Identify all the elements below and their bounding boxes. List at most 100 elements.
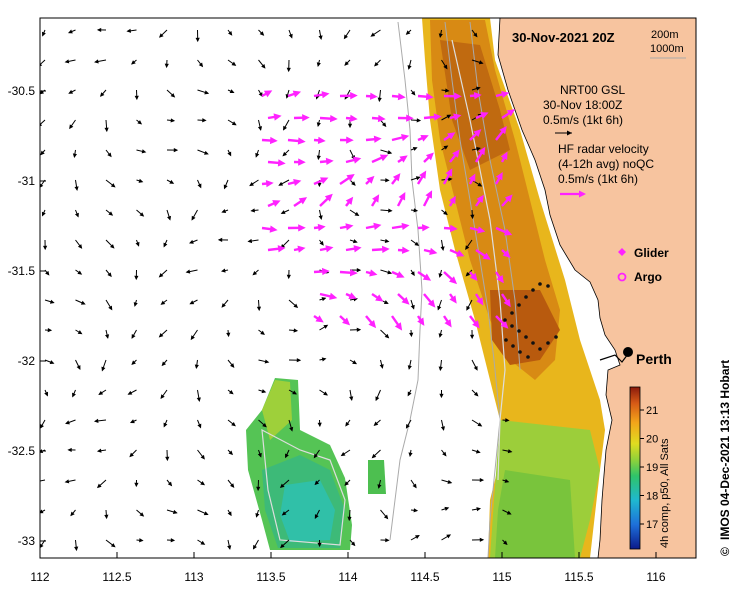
model-arrow-head bbox=[466, 305, 471, 311]
model-arrow-head bbox=[110, 183, 116, 188]
x-tick-label: 113.5 bbox=[256, 570, 285, 584]
model-arrow-head bbox=[349, 396, 354, 401]
model-arrow-head bbox=[373, 421, 379, 426]
colorbar-tick-label: 17 bbox=[646, 519, 658, 531]
model-arrow-head bbox=[321, 297, 327, 302]
model-arrow-head bbox=[344, 61, 349, 66]
model-arrow-head bbox=[228, 450, 234, 456]
radar-arrow-head bbox=[353, 156, 362, 164]
model-arrow-head bbox=[202, 118, 207, 123]
model-arrow-head bbox=[370, 32, 376, 37]
model-arrow-head bbox=[141, 149, 147, 154]
model-arrow-head bbox=[257, 452, 262, 458]
model-arrow-head bbox=[77, 330, 83, 335]
model-arrow-head bbox=[440, 246, 445, 252]
model-arrow-head bbox=[167, 215, 172, 221]
perth-marker bbox=[623, 347, 633, 357]
colorbar-ticks: 17 18 19 20 21 bbox=[640, 405, 658, 531]
model-arrow-head bbox=[473, 391, 479, 397]
model-arrow-head bbox=[416, 118, 422, 123]
radar-arrow-head bbox=[348, 292, 357, 300]
model-arrow-head bbox=[129, 452, 134, 458]
model-arrow-head bbox=[164, 63, 169, 69]
model-arrow-head bbox=[465, 271, 471, 277]
model-arrow-head bbox=[247, 238, 253, 244]
model-arrow-head bbox=[44, 391, 49, 397]
model-arrow-head bbox=[133, 302, 138, 307]
radar-arrow-head bbox=[449, 295, 457, 304]
radar-arrow-head bbox=[298, 224, 306, 232]
model-arrow-head bbox=[110, 543, 116, 548]
model-arrow-head bbox=[381, 122, 387, 128]
radar-arrow-head bbox=[478, 146, 486, 156]
radar-coverage-outline bbox=[261, 39, 506, 546]
model-arrow-head bbox=[475, 449, 481, 454]
radar-arrow-head bbox=[320, 177, 329, 185]
radar-arrow-head bbox=[379, 154, 389, 162]
model-arrow-head bbox=[504, 478, 510, 483]
radar-arrow-head bbox=[401, 222, 410, 231]
radar-arrow-head bbox=[349, 114, 358, 123]
model-arrow-head bbox=[134, 95, 139, 101]
model-arrow-head bbox=[411, 90, 416, 96]
model-arrow-head bbox=[313, 453, 318, 459]
model-arrow-head bbox=[158, 333, 164, 338]
model-arrow-head bbox=[252, 270, 258, 276]
model-arrow-head bbox=[465, 245, 470, 251]
y-tick-label: -32.5 bbox=[8, 444, 36, 458]
radar-arrow-head bbox=[277, 159, 286, 167]
x-tick-label: 112.5 bbox=[102, 570, 131, 584]
model-arrow-head bbox=[163, 422, 168, 428]
model-arrow-head bbox=[40, 183, 44, 188]
radar-arrow-head bbox=[477, 226, 486, 234]
model-arrow-head bbox=[387, 270, 393, 275]
model-arrow-head bbox=[446, 534, 452, 539]
model-arrow-head bbox=[443, 210, 448, 216]
radar-arrow-head bbox=[503, 298, 511, 308]
radar-arrow-head bbox=[425, 152, 434, 161]
radar-arrow-head bbox=[345, 223, 354, 231]
model-arrow-head bbox=[385, 538, 390, 543]
radar-arrow-head bbox=[375, 294, 384, 302]
model-arrow-head bbox=[347, 516, 352, 522]
radar-arrow-head bbox=[353, 245, 362, 253]
x-tick-label: 114.5 bbox=[410, 570, 439, 584]
model-arrow-head bbox=[191, 215, 196, 221]
x-tick-label: 115.5 bbox=[564, 570, 593, 584]
model-arrow-head bbox=[293, 328, 299, 333]
model-current-arrows bbox=[40, 27, 513, 568]
model-arrow-head bbox=[371, 453, 377, 459]
model-arrow-head bbox=[139, 538, 144, 543]
model-arrow-head bbox=[438, 273, 443, 278]
radar-arrow-head bbox=[381, 245, 390, 253]
model-arrow-head bbox=[477, 422, 483, 427]
model-arrow-head bbox=[283, 125, 288, 131]
radar-arrow-head bbox=[263, 90, 273, 98]
radar-arrow-head bbox=[398, 192, 406, 201]
radar-arrow-head bbox=[325, 157, 334, 166]
model-arrow-head bbox=[388, 566, 391, 568]
model-arrow-head bbox=[288, 33, 293, 39]
model-arrow-head bbox=[221, 303, 226, 308]
radar-arrow-head bbox=[406, 114, 414, 122]
radar-arrow-head bbox=[401, 296, 410, 305]
radar-arrow-head bbox=[297, 245, 306, 253]
radar-arrow-head bbox=[495, 172, 503, 181]
radar-arrow-head bbox=[368, 319, 377, 329]
model-arrow-head bbox=[438, 366, 443, 372]
plot-border bbox=[39, 17, 697, 559]
radar-arrow-head bbox=[293, 178, 302, 187]
model-arrow-head bbox=[204, 90, 210, 95]
model-arrow-head bbox=[160, 394, 165, 400]
model-arrow-head bbox=[323, 324, 329, 329]
model-arrow-head bbox=[469, 334, 475, 340]
model-arrow-head bbox=[131, 60, 136, 65]
radar-arrow-head bbox=[369, 269, 378, 277]
colorbar-tick-label: 21 bbox=[646, 405, 658, 417]
radar-arrow-head bbox=[425, 190, 433, 199]
model-arrow-head bbox=[220, 268, 226, 273]
model-arrow-head bbox=[351, 181, 356, 186]
radar-arrow-head bbox=[321, 267, 330, 276]
model-arrow-head bbox=[354, 211, 360, 217]
radar-arrow-head bbox=[401, 133, 410, 142]
